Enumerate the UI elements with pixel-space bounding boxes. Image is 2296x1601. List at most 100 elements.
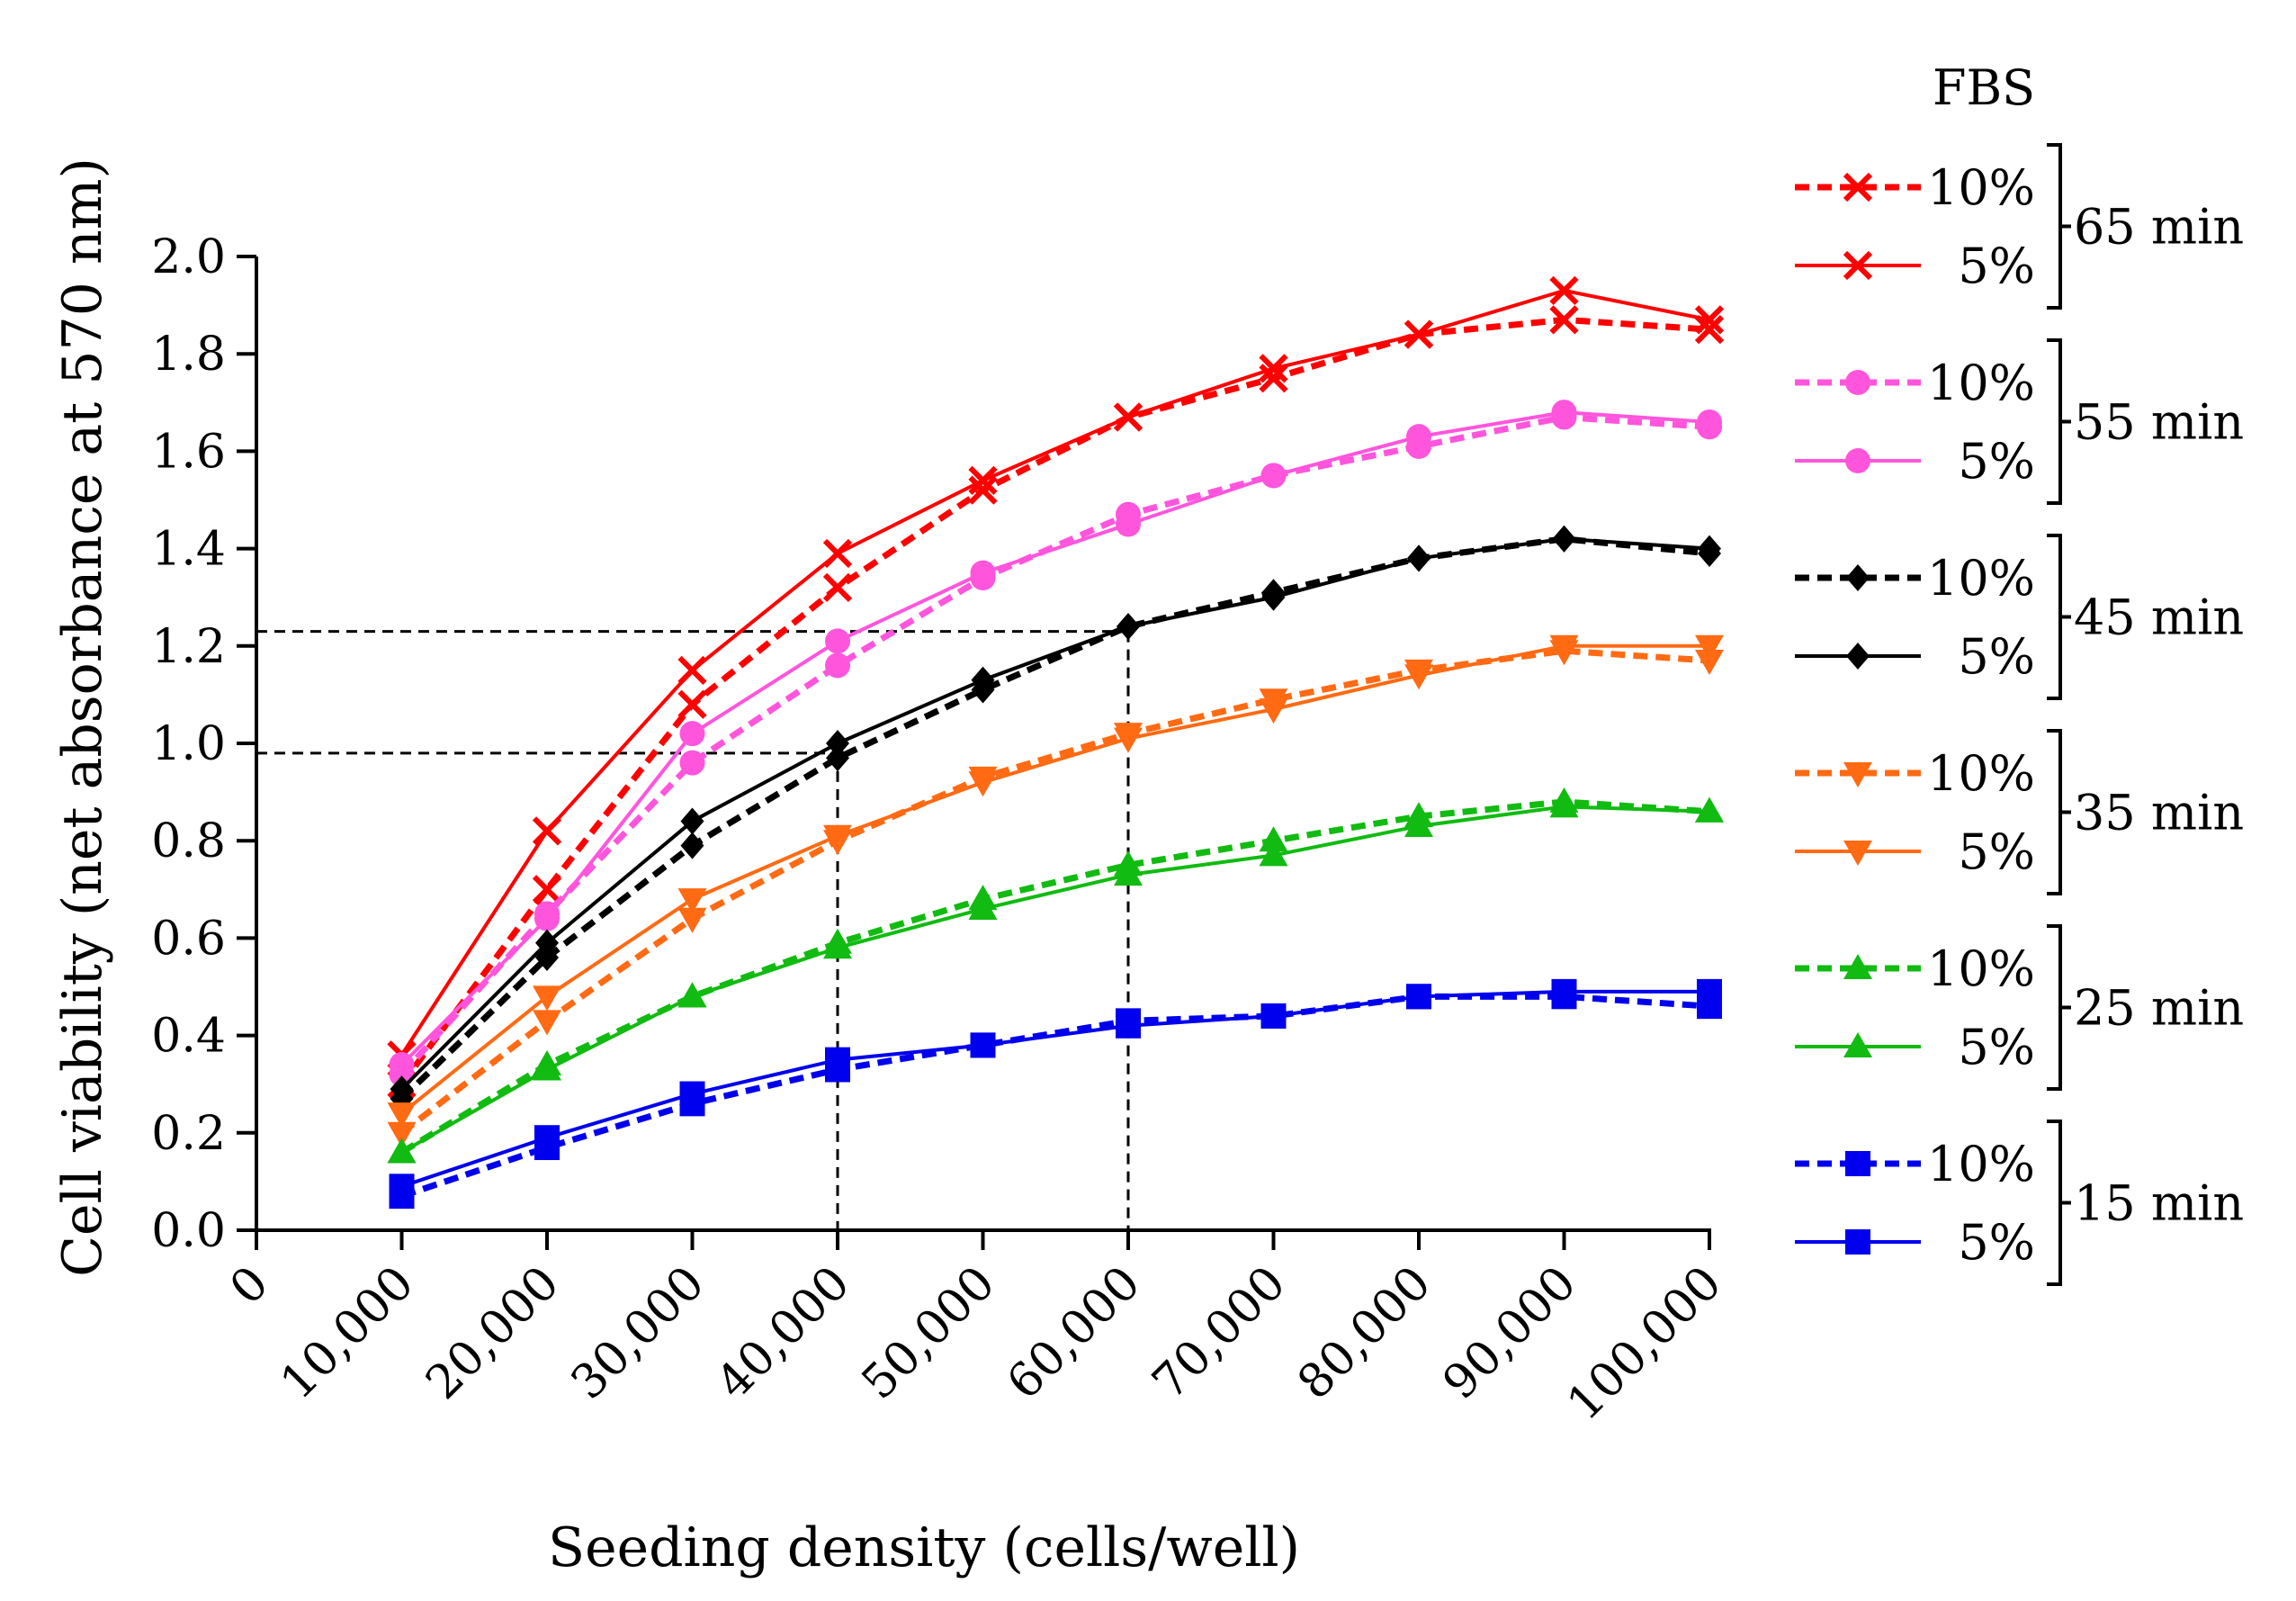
data-point <box>826 730 849 757</box>
series-55min-5pct <box>389 400 1722 1078</box>
series-25min-5pct <box>387 792 1724 1164</box>
y-ticks: 0.0 0.2 0.4 0.6 0.8 1.0 1.2 1.4 1.6 1.8 2.0 <box>151 230 256 1258</box>
data-point <box>1113 402 1144 432</box>
y-tick-label: 1.8 <box>151 328 226 382</box>
legend-marker <box>1845 1229 1870 1255</box>
data-point <box>823 933 852 959</box>
data-point <box>1404 664 1433 690</box>
legend-marker <box>1846 564 1870 591</box>
series-line <box>399 798 1710 1156</box>
data-point <box>1694 305 1725 335</box>
data-point <box>1549 305 1579 335</box>
legend-marker <box>1843 250 1873 281</box>
data-point <box>389 1174 415 1200</box>
series-55min-10pct <box>389 404 1722 1087</box>
legend-group-label: 35 min <box>2074 785 2244 841</box>
legend-group-label: 65 min <box>2074 199 2244 256</box>
data-point <box>968 475 998 505</box>
data-point <box>822 572 853 603</box>
legend-entry-label: 10% <box>1927 159 2035 216</box>
data-point <box>533 985 561 1012</box>
data-point <box>1551 978 1577 1004</box>
x-ticks: 010,00020,00030,00040,00050,00060,00070,… <box>220 1230 1732 1431</box>
legend-marker <box>1845 370 1870 395</box>
series-15min-5pct <box>389 978 1722 1200</box>
data-point <box>970 560 996 586</box>
data-point <box>389 1052 415 1078</box>
data-point <box>1406 424 1431 450</box>
data-point <box>534 1125 560 1151</box>
legend-marker <box>1843 1032 1872 1057</box>
data-point <box>1551 400 1577 426</box>
x-tick-label: 100,000 <box>1557 1256 1732 1431</box>
data-point <box>1117 613 1140 641</box>
legend-group-label: 45 min <box>2074 589 2244 646</box>
series-line <box>400 993 1710 1200</box>
series-65min-5pct <box>387 275 1725 1070</box>
legend-group-label: 55 min <box>2074 394 2244 451</box>
y-tick-label: 0.0 <box>151 1204 226 1258</box>
x-tick-label: 0 <box>220 1256 279 1316</box>
legend-bracket <box>2047 143 2071 310</box>
legend-title: FBS <box>1933 59 2035 116</box>
legend-entry-label: 5% <box>1958 823 2035 880</box>
data-point <box>1404 319 1434 349</box>
y-tick-label: 0.6 <box>151 912 226 966</box>
legend-marker <box>1845 448 1870 473</box>
data-point <box>1260 1003 1287 1029</box>
y-tick-label: 0.2 <box>151 1107 226 1161</box>
data-point <box>1695 796 1724 823</box>
series-line <box>400 989 1709 1189</box>
data-point <box>533 1010 561 1036</box>
data-point <box>677 689 707 719</box>
series-45min-10pct <box>390 525 1721 1112</box>
series-line <box>400 805 1710 1155</box>
data-point <box>677 888 707 914</box>
data-point <box>968 771 998 797</box>
series-15min-10pct <box>389 984 1722 1210</box>
x-tick-label: 30,000 <box>561 1256 715 1410</box>
data-point <box>1259 354 1288 383</box>
legend-entry-label: 5% <box>1958 1019 2035 1075</box>
legend-marker <box>1843 841 1872 866</box>
legend-group-65min: 10% 5% 65 min <box>1795 143 2244 310</box>
y-tick-label: 0.4 <box>151 1010 226 1064</box>
legend-group-label: 15 min <box>2074 1175 2244 1232</box>
data-point <box>968 465 998 495</box>
data-point <box>1549 634 1579 661</box>
legend-entry-label: 5% <box>1958 1214 2035 1271</box>
legend-group-25min: 10% 5% 25 min <box>1795 924 2244 1091</box>
legend-group-label: 25 min <box>2074 980 2244 1037</box>
legend-entry-label: 5% <box>1958 433 2035 490</box>
data-point <box>825 1047 850 1073</box>
data-point <box>533 1055 561 1081</box>
x-tick-label: 40,000 <box>706 1256 860 1410</box>
data-point <box>1694 315 1725 345</box>
data-point <box>679 750 705 776</box>
data-point <box>826 744 849 772</box>
legend-marker <box>1845 1151 1870 1176</box>
legend-entry-label: 5% <box>1958 238 2035 294</box>
legend-entry-label: 10% <box>1927 745 2035 802</box>
series-line <box>399 535 1710 1102</box>
y-tick-label: 1.0 <box>151 717 226 771</box>
data-point <box>680 832 704 859</box>
data-point <box>534 905 560 931</box>
series-45min-5pct <box>390 525 1721 1103</box>
data-point <box>823 824 852 850</box>
data-point <box>535 929 559 957</box>
y-tick-label: 1.2 <box>151 620 226 674</box>
x-tick-label: 10,000 <box>271 1256 425 1410</box>
legend-entry-label: 5% <box>1958 628 2035 685</box>
legend-group-55min: 10% 5% 55 min <box>1795 338 2244 505</box>
data-point <box>1549 792 1579 818</box>
data-point <box>1260 463 1287 489</box>
x-tick-label: 80,000 <box>1287 1256 1441 1410</box>
legend-bracket <box>2047 534 2071 700</box>
axes: 010,00020,00030,00040,00050,00060,00070,… <box>151 230 1732 1431</box>
y-tick-label: 1.4 <box>151 523 226 577</box>
series-25min-10pct <box>387 787 1724 1164</box>
series-line <box>400 643 1709 1115</box>
y-tick-label: 0.8 <box>151 814 226 868</box>
